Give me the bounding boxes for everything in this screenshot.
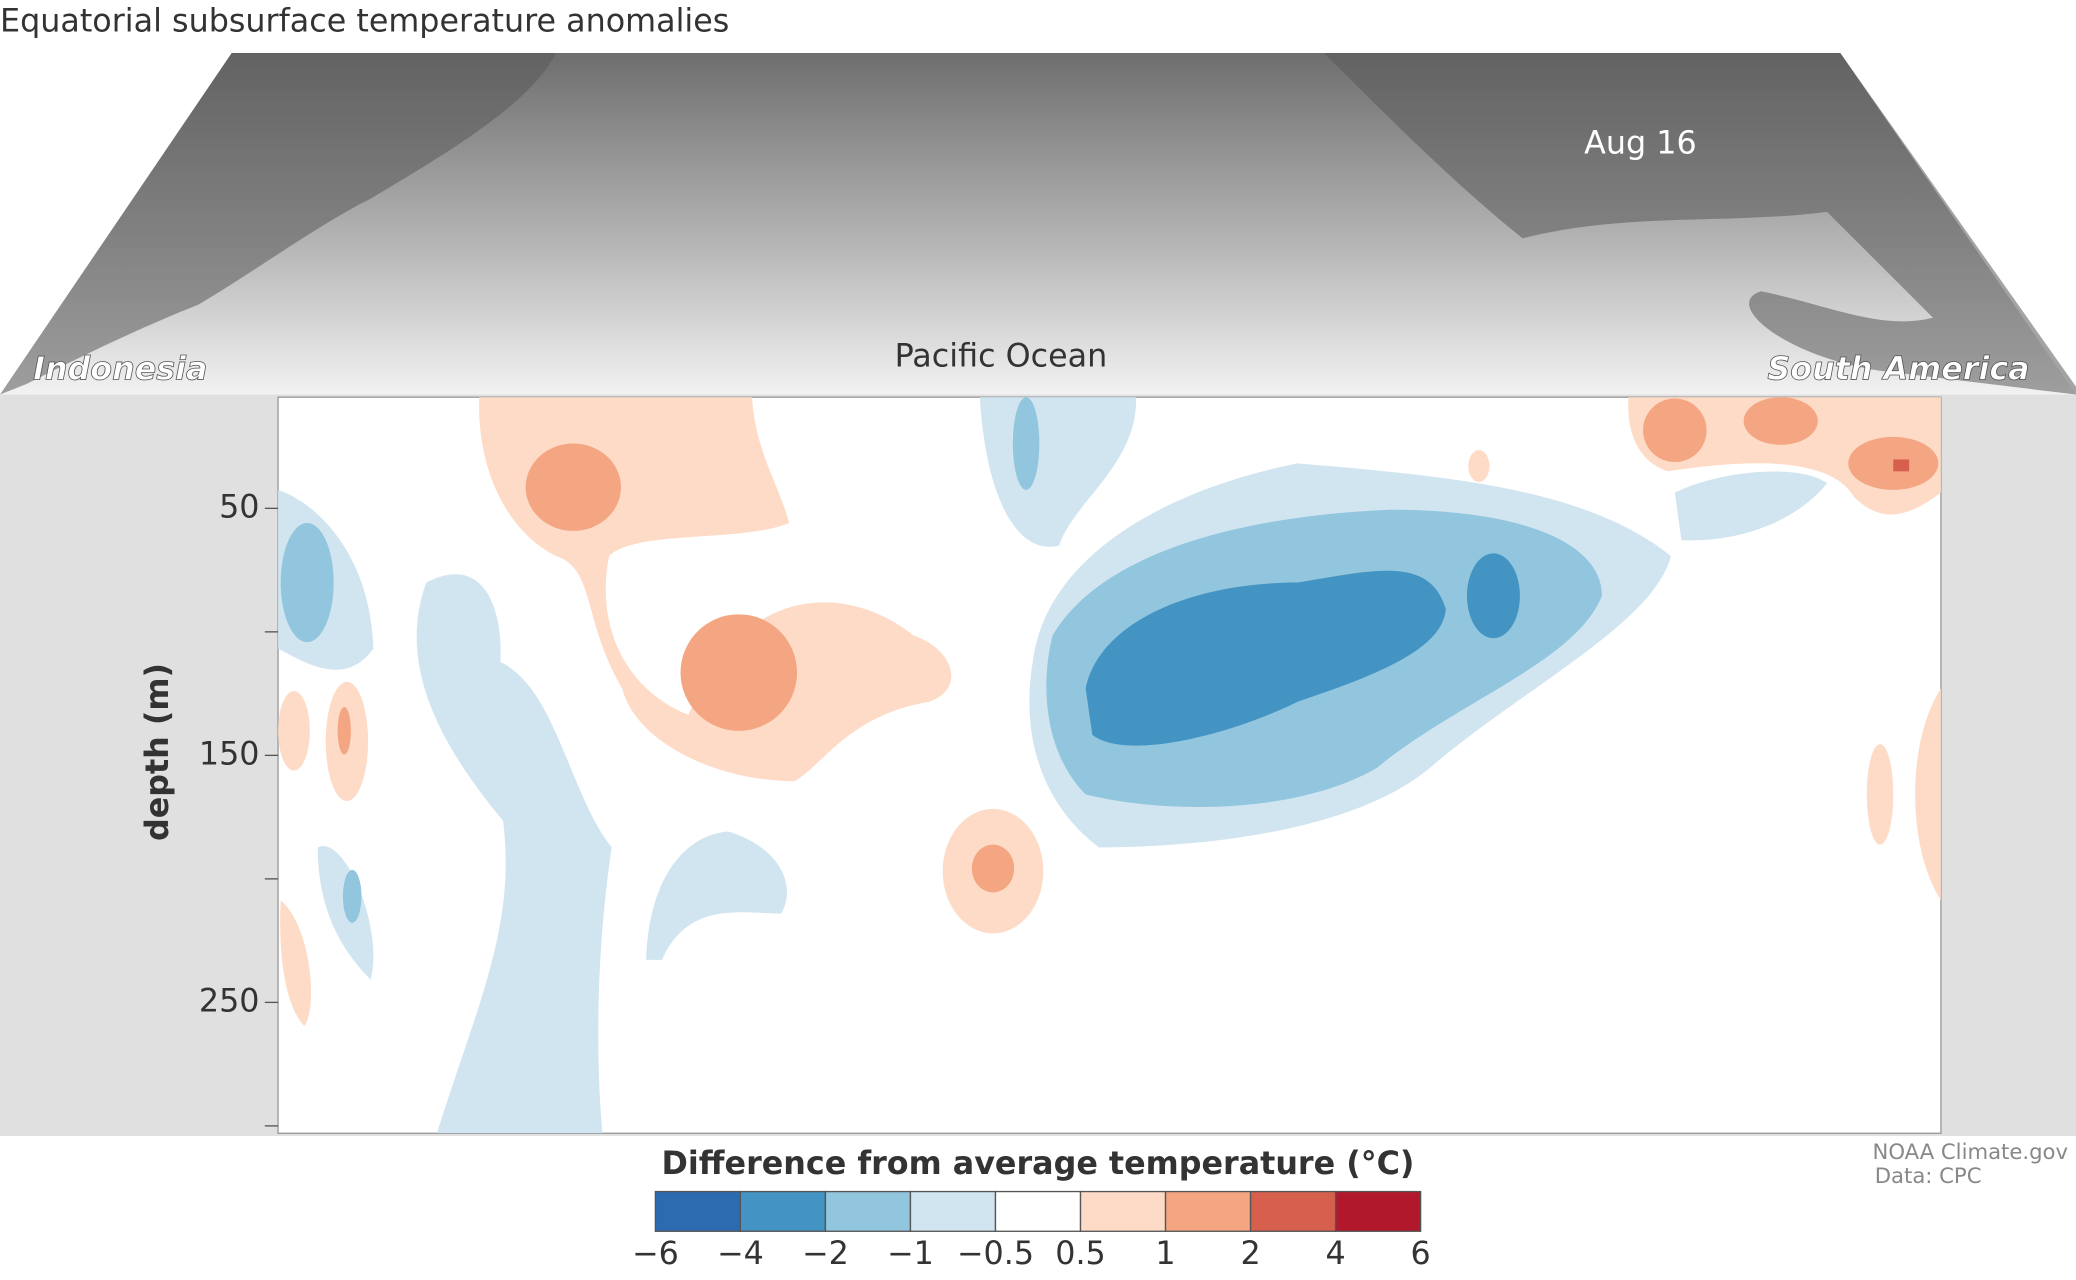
contour-region: [1628, 397, 1941, 515]
contour-region: [280, 522, 334, 643]
colorbar-tick-label: −0.5: [957, 1236, 1034, 1272]
map-label: Pacific Ocean: [895, 338, 1108, 374]
colorbar-tick-label: 2: [1240, 1236, 1260, 1272]
colorbar-title: Difference from average temperature (°C): [662, 1146, 1415, 1182]
contour-region: [680, 614, 798, 731]
date-label: Aug 16: [1584, 125, 1697, 161]
contour-region: [1866, 744, 1894, 845]
colorbar-tick-label: −1: [887, 1236, 934, 1272]
colorbar-swatch: [824, 1190, 912, 1232]
contour-region: [971, 844, 1015, 893]
contour-region: [1915, 688, 1941, 901]
contour-region: [280, 900, 312, 1027]
contour-region: [1674, 471, 1828, 541]
colorbar-swatch: [1164, 1190, 1252, 1232]
contour-region: [1468, 450, 1490, 482]
colorbar-tick-label: −6: [632, 1236, 679, 1272]
contour-region: [1893, 459, 1910, 472]
colorbar-tick-label: 0.5: [1055, 1236, 1106, 1272]
y-tick-label: 50: [219, 489, 259, 525]
land: [1323, 52, 2076, 395]
colorbar-swatch: [1249, 1190, 1337, 1232]
colorbar-tick-label: −4: [717, 1236, 764, 1272]
contour-field: [278, 397, 1941, 1134]
contour-region: [1466, 553, 1520, 639]
land: [0, 52, 557, 395]
contour-region: [416, 574, 612, 1134]
map-label: Indonesia: [33, 352, 207, 388]
credit: NOAA Climate.gov: [1872, 1139, 2068, 1164]
y-tick-label: 150: [199, 736, 260, 772]
colorbar-swatch: [994, 1190, 1082, 1232]
credit: Data: CPC: [1875, 1163, 1982, 1188]
colorbar-swatch: [1079, 1190, 1167, 1232]
contour-region: [337, 706, 351, 755]
contour-region: [1743, 397, 1818, 445]
colorbar-swatch: [739, 1190, 827, 1232]
contour-region: [278, 691, 310, 771]
contour-region: [342, 869, 362, 923]
contour-region: [525, 443, 621, 531]
contour-region: [1012, 397, 1040, 490]
contour-region: [646, 831, 788, 960]
colorbar-swatch: [654, 1190, 742, 1232]
map-label: South America: [1767, 352, 2029, 388]
colorbar-tick-label: 6: [1411, 1236, 1431, 1272]
colorbar-swatch: [1334, 1190, 1422, 1232]
y-axis-label: depth (m): [140, 663, 176, 841]
colorbar-tick-label: 1: [1155, 1236, 1175, 1272]
colorbar-swatch: [909, 1190, 997, 1232]
chart-title: Equatorial subsurface temperature anomal…: [0, 4, 729, 40]
contour-region: [1085, 570, 1446, 746]
colorbar-tick-label: 4: [1325, 1236, 1345, 1272]
y-tick-label: 250: [199, 983, 260, 1019]
contour-region: [1643, 398, 1707, 463]
colorbar-tick-label: −2: [802, 1236, 849, 1272]
